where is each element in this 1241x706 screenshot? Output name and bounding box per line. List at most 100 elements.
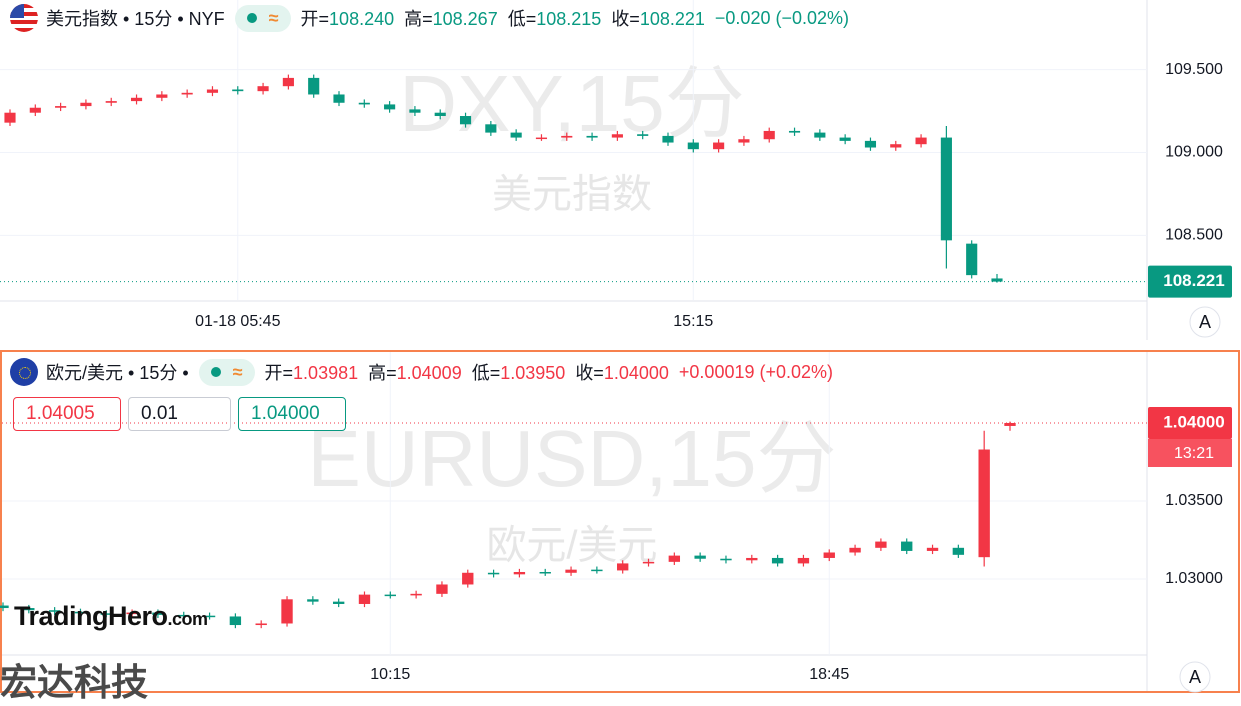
status-pill[interactable]: ≈	[198, 358, 255, 386]
candle-body	[687, 142, 699, 150]
status-pill[interactable]: ≈	[234, 4, 291, 32]
candle-body	[513, 571, 526, 575]
candle-body	[565, 569, 577, 573]
scale-button-label: A	[1189, 667, 1201, 687]
header: 美元指数 • 15分 • NYF ≈ 开=108.240 高=108.267 低…	[0, 0, 849, 36]
buy-box[interactable]: 1.04000	[238, 397, 346, 431]
candle-body	[152, 612, 164, 615]
candle-body	[307, 599, 319, 602]
brand: 宏达科技	[0, 662, 148, 703]
header: 欧元/美元 • 15分 • ≈ 开=1.03981 高=1.04009 低=1.…	[0, 355, 833, 389]
candle-body	[875, 541, 887, 548]
y-tick-label: 108.500	[1165, 227, 1223, 244]
candle-body	[771, 557, 784, 564]
logo: TradingHero.com	[14, 601, 208, 632]
candle-body	[436, 584, 448, 594]
scale-button[interactable]	[1189, 306, 1221, 338]
ohlc-label: 低=	[507, 9, 537, 29]
candle-body	[459, 116, 472, 125]
candle-body	[611, 134, 623, 138]
candle-body	[206, 89, 219, 93]
flag	[10, 358, 38, 386]
last-price-box	[1148, 406, 1232, 439]
candle-body	[332, 601, 345, 604]
candle-body	[797, 557, 810, 564]
candle-body	[282, 77, 294, 87]
ohlc-value: 108.240	[329, 9, 395, 29]
last-price-label: 1.04000	[1163, 412, 1224, 431]
candle-body	[926, 547, 939, 551]
candle-body	[487, 572, 500, 575]
ohlc-value: 1.04009	[396, 363, 462, 383]
candle-body	[617, 563, 629, 571]
symbol: 美元指数 • 15分 • NYF	[46, 9, 225, 29]
candle-body	[662, 135, 674, 143]
candle-body	[434, 112, 446, 117]
candle-body	[23, 608, 35, 611]
logo-text: TradingHero	[14, 601, 168, 631]
candle-body	[29, 107, 41, 113]
pill-icon: ≈	[232, 361, 243, 382]
candle-body	[255, 623, 267, 626]
candle-body	[358, 102, 370, 105]
candle-body	[105, 101, 117, 103]
watermark-sub: 美元指数	[492, 173, 652, 217]
last-price-label: 108.221	[1163, 271, 1224, 290]
candle-body	[232, 89, 244, 92]
candle-body	[409, 109, 421, 113]
candle-body	[561, 135, 573, 138]
candle-body	[720, 558, 732, 561]
ohlc-label: 高=	[404, 9, 433, 29]
candle-body	[156, 94, 168, 98]
symbol: 欧元/美元 • 15分 •	[46, 363, 189, 383]
candle-body	[668, 555, 681, 562]
candle-body	[80, 102, 92, 107]
candle-body	[4, 112, 16, 123]
candle-body	[384, 594, 396, 597]
scale-button-label: A	[1199, 312, 1211, 332]
ohlc-value: 1.03950	[500, 363, 566, 383]
last-price-box	[1148, 265, 1232, 298]
quantity-box[interactable]: 0.01	[128, 397, 231, 431]
x-tick-label: 01-18 05:45	[195, 313, 281, 330]
ohlc-label: 收=	[611, 9, 640, 29]
candle-body	[0, 605, 9, 609]
ohlc-label: 低=	[471, 363, 501, 383]
candle-body	[384, 104, 396, 110]
candle-body	[788, 130, 801, 133]
candle-body	[915, 137, 927, 145]
watermark-sub: 欧元/美元	[486, 524, 657, 568]
candle-body	[901, 541, 913, 551]
candle-body	[410, 593, 422, 596]
change: +0.00019 (+0.02%)	[678, 361, 834, 382]
y-tick-label: 109.000	[1165, 144, 1223, 161]
candle-body	[637, 134, 649, 136]
ohlc-label: 开=	[300, 9, 330, 29]
ohlc-label: 收=	[575, 363, 604, 383]
candle-body	[591, 569, 603, 572]
ohlc-label: 高=	[368, 363, 397, 383]
candle-body	[462, 572, 474, 585]
candle-body	[510, 132, 522, 138]
candle-body	[713, 142, 725, 150]
candle-body	[126, 612, 138, 615]
watermark: EURUSD,15分	[307, 414, 836, 503]
candle-body	[991, 278, 1003, 282]
candle-body	[539, 571, 551, 574]
candle-body	[823, 552, 835, 558]
candle-body	[694, 555, 706, 559]
candle-body	[74, 611, 87, 614]
scale-button[interactable]	[1179, 661, 1211, 693]
ohlc-value: 1.03981	[293, 363, 359, 383]
candle-body	[940, 137, 952, 241]
candle-body	[738, 139, 750, 143]
candle-body	[642, 561, 655, 564]
y-tick-label: 1.03500	[1165, 492, 1223, 509]
candle-body	[100, 613, 112, 615]
ohlc-label: 开=	[264, 363, 294, 383]
sell-box[interactable]: 1.04005	[13, 397, 121, 431]
countdown-box	[1148, 438, 1232, 467]
active-pane-border	[0, 350, 1240, 693]
candle-body	[229, 616, 242, 626]
